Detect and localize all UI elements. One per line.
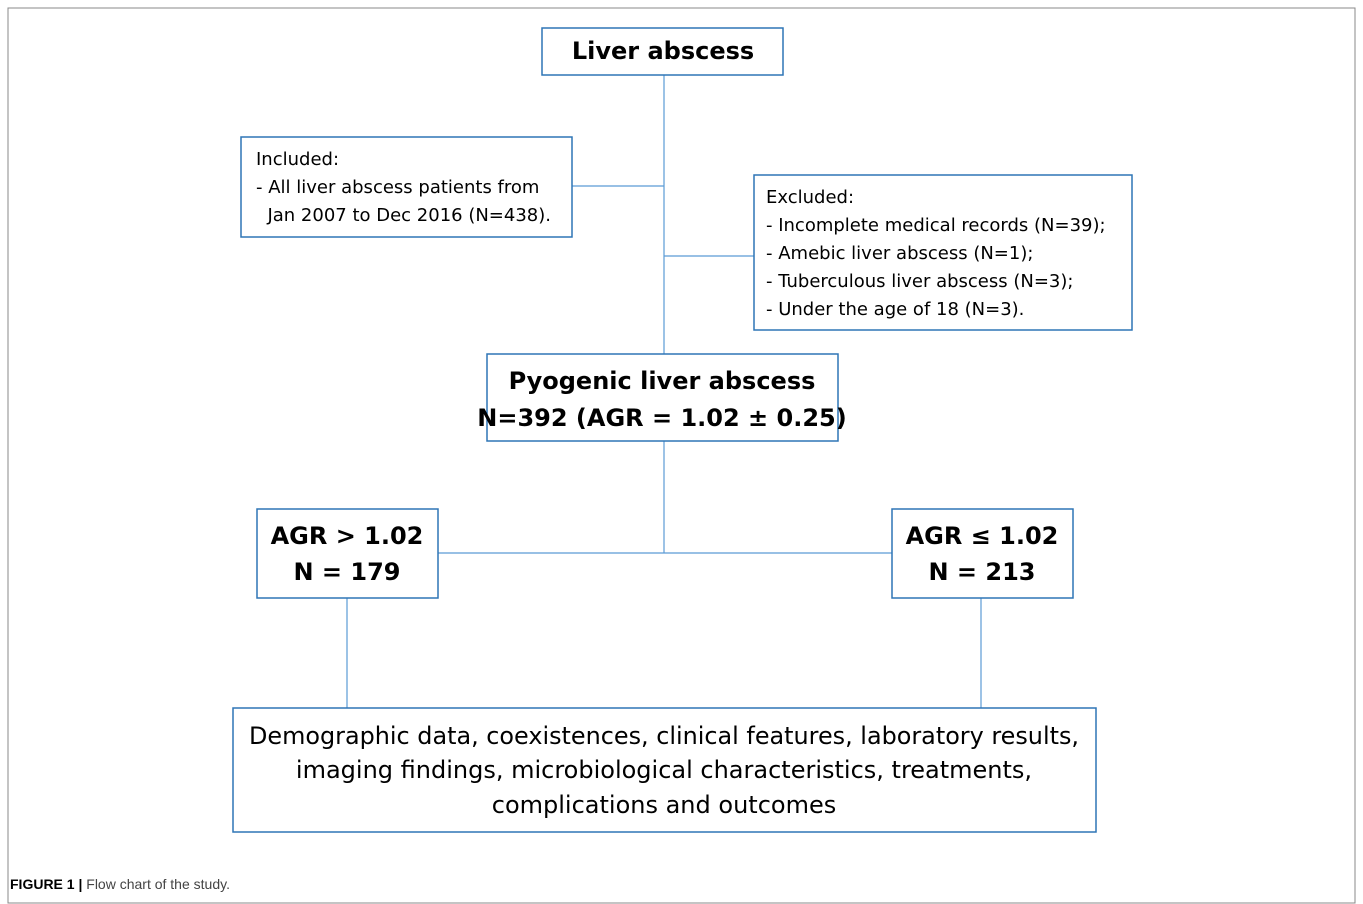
node-text: complications and outcomes xyxy=(492,791,836,819)
node-box xyxy=(486,353,839,442)
node-box xyxy=(240,136,573,238)
node-box xyxy=(232,707,1097,833)
node-text: AGR > 1.02 xyxy=(271,522,424,550)
node-text: Excluded: xyxy=(766,187,854,208)
node-text: Demographic data, coexistences, clinical… xyxy=(249,722,1079,750)
node-text: N = 179 xyxy=(293,558,400,586)
node-text: Pyogenic liver abscess xyxy=(509,367,816,395)
node-text: AGR ≤ 1.02 xyxy=(906,522,1059,550)
node-text: - Amebic liver abscess (N=1); xyxy=(766,243,1033,264)
node-text: N = 213 xyxy=(928,558,1035,586)
node-text: N=392 (AGR = 1.02 ± 0.25) xyxy=(477,404,846,432)
caption-label: FIGURE 1 | xyxy=(10,876,82,892)
node-text: Included: xyxy=(256,149,339,170)
node-box xyxy=(891,508,1074,599)
node-text: - Incomplete medical records (N=39); xyxy=(766,215,1106,236)
connectors xyxy=(346,75,982,708)
node-text: Jan 2007 to Dec 2016 (N=438). xyxy=(256,205,551,226)
caption: FIGURE 1 | Flow chart of the study. xyxy=(10,876,230,892)
frame xyxy=(7,7,1356,904)
node-text: - All liver abscess patients from xyxy=(256,177,539,198)
node-box xyxy=(256,508,439,599)
node-text: Liver abscess xyxy=(572,37,754,65)
node-box xyxy=(541,27,784,76)
caption-text: Flow chart of the study. xyxy=(82,876,230,892)
node-box xyxy=(753,174,1133,331)
node-text: - Under the age of 18 (N=3). xyxy=(766,299,1024,320)
node-text: - Tuberculous liver abscess (N=3); xyxy=(766,271,1073,292)
node-text: imaging findings, microbiological charac… xyxy=(296,756,1032,784)
